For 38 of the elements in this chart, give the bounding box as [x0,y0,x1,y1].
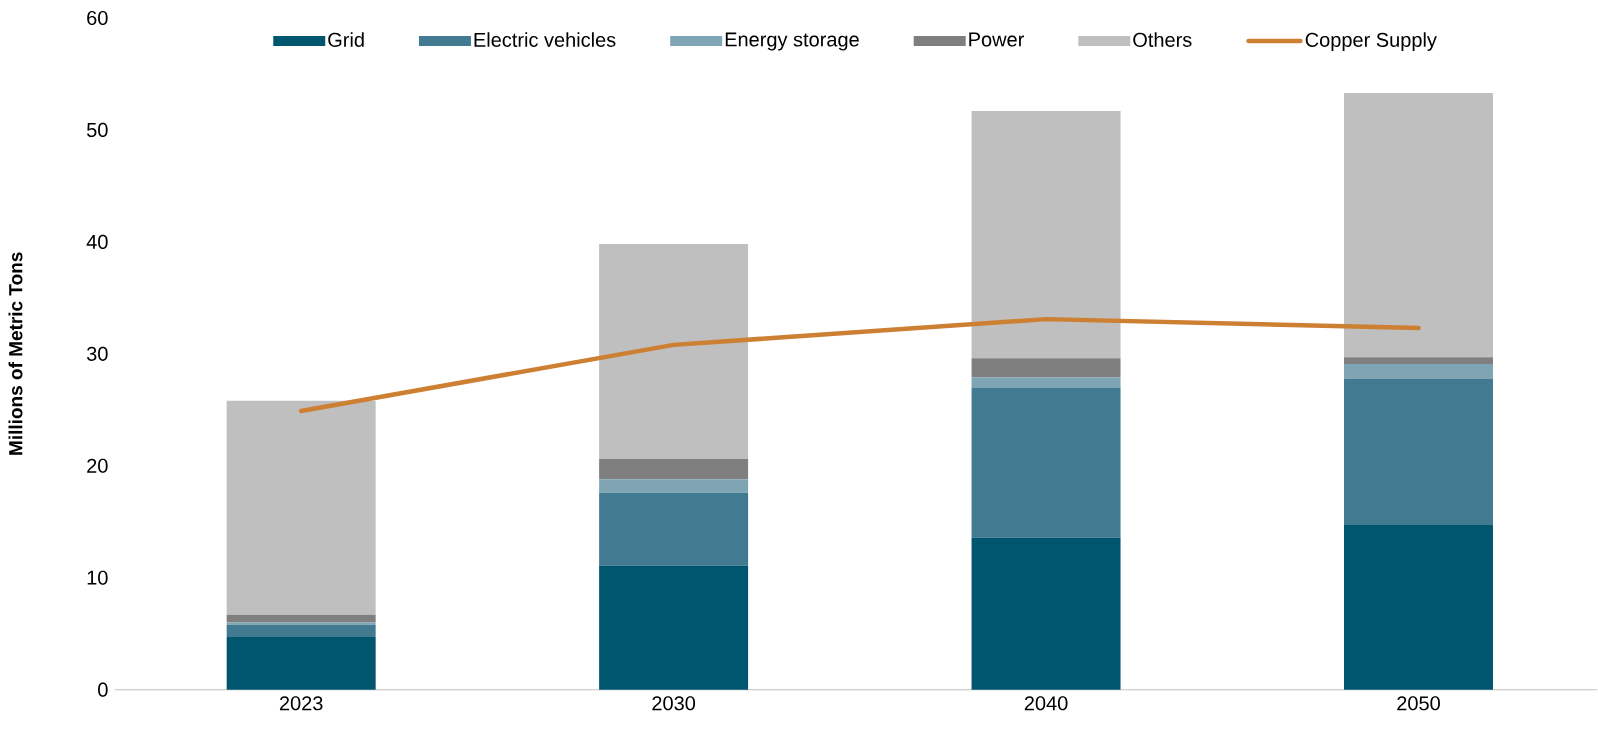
bar [599,244,749,460]
bar [226,624,376,638]
y-tick-label: 30 [86,346,108,362]
y-tick-label: 20 [87,458,108,474]
bar [1344,378,1493,526]
bar [971,358,1121,378]
bar [599,492,749,566]
bar [226,401,376,615]
legend-label: Others [1133,32,1192,48]
legend-label: Grid [328,32,364,48]
bar [971,377,1121,388]
legend-label: Power [969,32,1024,47]
y-tick-label: 50 [86,123,108,138]
bar [1344,525,1493,690]
y-tick-label: 40 [86,234,108,250]
line-series [298,317,1421,414]
bar [599,479,749,493]
bar [1344,93,1493,358]
bar [599,459,749,480]
y-axis-title: Millions of Metric Tons [8,252,23,455]
bar [226,637,376,690]
x-tick-label: 2040 [1024,696,1068,711]
x-tick-label: 2030 [652,696,696,711]
bar [971,387,1121,538]
bar [1344,364,1493,379]
legend-label: Energy storage [725,32,859,51]
bar [1344,357,1493,365]
bar [971,537,1121,690]
x-tick-label: 2023 [279,696,323,711]
y-tick-label: 60 [87,11,108,26]
x-tick-label: 2050 [1397,696,1440,711]
y-tick-label: 10 [87,570,108,585]
bar [599,565,749,690]
bar [226,614,376,623]
y-tick-label: 0 [98,682,108,697]
legend-label: Copper Supply [1305,32,1437,52]
bar [971,111,1121,359]
legend-label: Electric vehicles [474,32,616,48]
